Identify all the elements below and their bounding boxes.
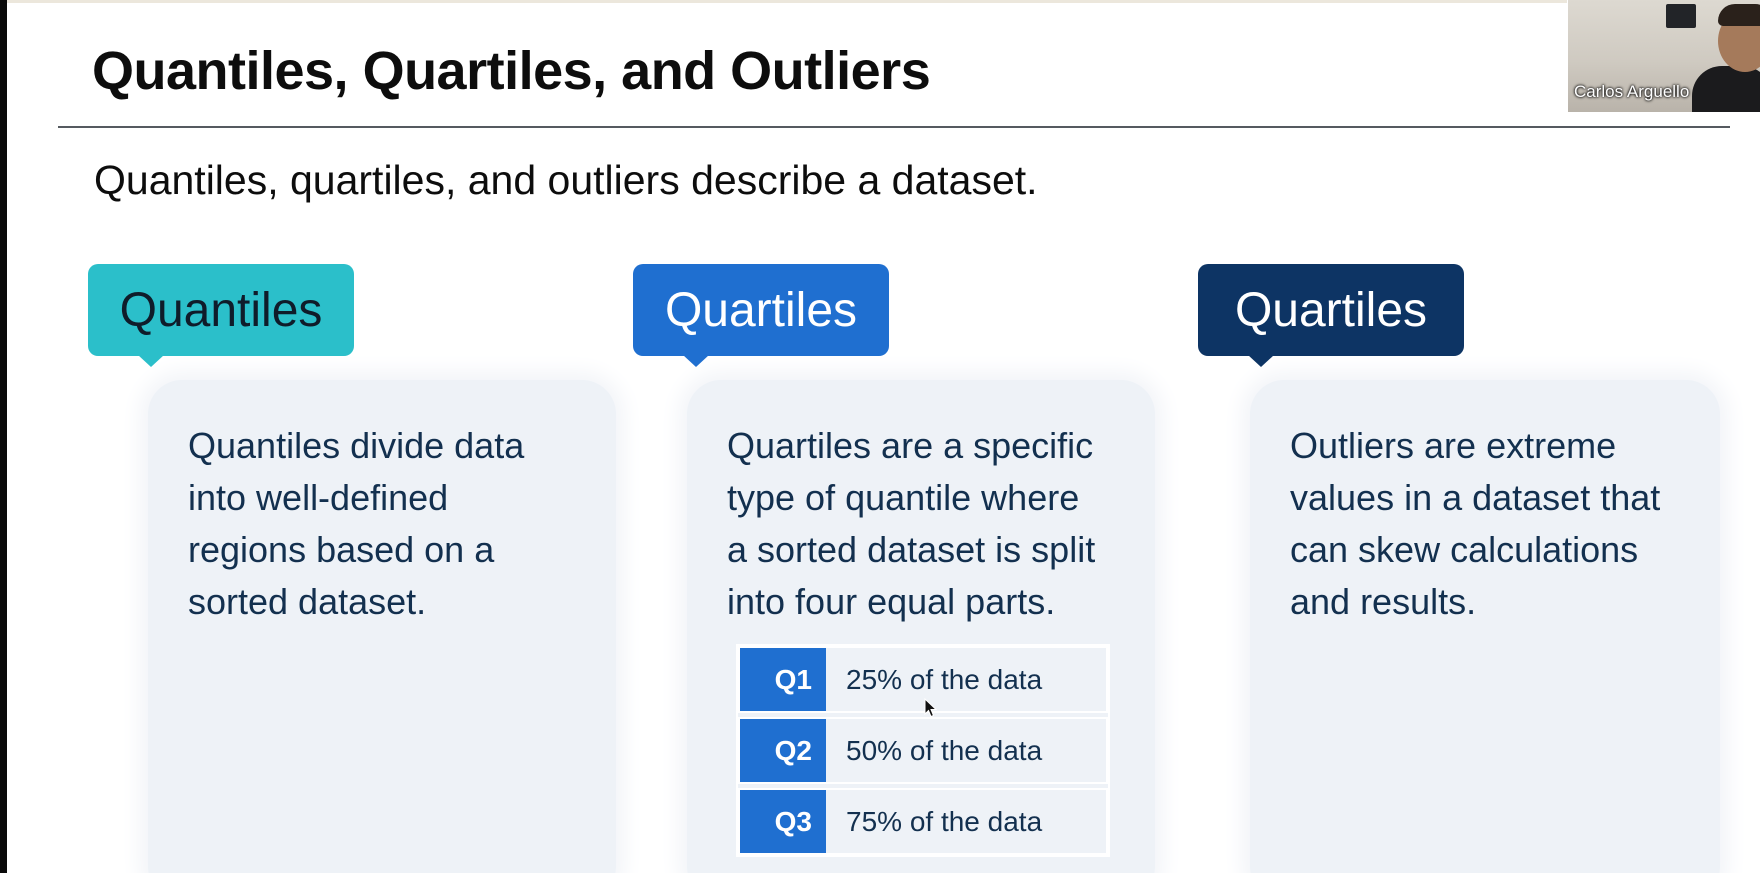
quartile-row: Q2 50% of the data <box>738 717 1108 784</box>
participant-hair <box>1718 4 1760 26</box>
quartiles-heading: Quartiles <box>633 264 889 367</box>
quartile-description: 75% of the data <box>826 790 1106 853</box>
quartile-row: Q3 75% of the data <box>738 788 1108 855</box>
quartile-label: Q1 <box>740 648 826 711</box>
quartile-label: Q2 <box>740 719 826 782</box>
participant-video-tile[interactable]: Carlos Arguello <box>1568 0 1760 112</box>
participant-name: Carlos Arguello <box>1574 82 1690 101</box>
outliers-heading: Quartiles <box>1198 264 1464 367</box>
quantiles-heading: Quantiles <box>88 264 354 367</box>
outliers-description: Outliers are extreme values in a dataset… <box>1290 425 1661 622</box>
window-edge <box>0 0 7 873</box>
quartile-table: Q1 25% of the data Q2 50% of the data Q3… <box>736 644 1110 857</box>
participant-body <box>1692 66 1760 112</box>
background-poster <box>1666 4 1696 28</box>
top-strip <box>7 0 1567 3</box>
slide-subtitle: Quantiles, quartiles, and outliers descr… <box>94 157 1038 203</box>
quantiles-description: Quantiles divide data into well-defined … <box>188 425 525 622</box>
mouse-pointer-icon <box>924 698 938 718</box>
quantiles-card: Quantiles divide data into well-defined … <box>148 380 616 873</box>
quartile-description: 50% of the data <box>826 719 1106 782</box>
quartile-label: Q3 <box>740 790 826 853</box>
quartiles-description: Quartiles are a specific type of quantil… <box>727 425 1096 622</box>
quartile-row: Q1 25% of the data <box>738 646 1108 713</box>
quartile-description: 25% of the data <box>826 648 1106 711</box>
outliers-card: Outliers are extreme values in a dataset… <box>1250 380 1720 873</box>
title-divider <box>58 126 1730 128</box>
slide-title: Quantiles, Quartiles, and Outliers <box>92 41 931 101</box>
